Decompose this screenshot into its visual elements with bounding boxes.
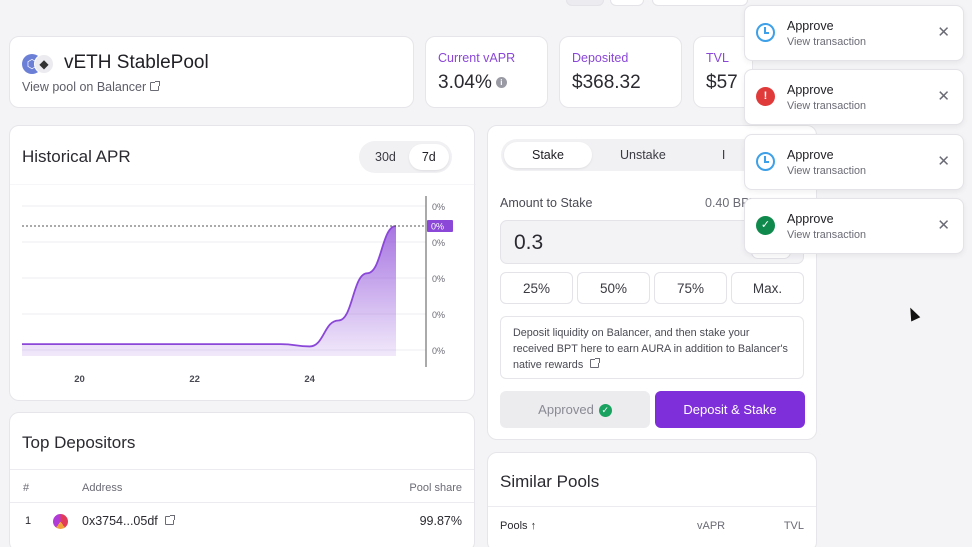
stake-info-text: Deposit liquidity on Balancer, and then …: [513, 327, 788, 371]
view-pool-link-label: View pool on Balancer: [22, 80, 147, 94]
apr-area: [22, 226, 396, 356]
approved-button: Approved ✓: [500, 391, 650, 428]
stat-value: $368.32: [572, 72, 641, 93]
check-icon: ✓: [598, 404, 612, 418]
toast-link[interactable]: View transaction: [787, 229, 867, 241]
toast-approve-pending[interactable]: Approve View transaction ✕: [744, 5, 964, 61]
toast-approve-success[interactable]: ✓ Approve View transaction ✕: [744, 198, 964, 254]
external-link-icon[interactable]: [590, 358, 601, 368]
percent-25-button[interactable]: 25%: [500, 272, 573, 304]
address-text: 0x3754...05df: [82, 514, 158, 528]
stat-label: TVL: [706, 51, 729, 65]
percent-75-button[interactable]: 75%: [654, 272, 727, 304]
toast-link[interactable]: View transaction: [787, 100, 867, 112]
info-icon[interactable]: i: [495, 77, 507, 89]
close-icon[interactable]: ✕: [937, 217, 950, 234]
tab-unstake[interactable]: Unstake: [619, 148, 666, 162]
similar-pools-card: Similar Pools Pools ↑ vAPR TVL: [487, 452, 817, 547]
divider: [10, 502, 474, 503]
y-tick-label: 0%: [432, 346, 445, 356]
deposit-stake-button[interactable]: Deposit & Stake: [655, 391, 805, 428]
y-tick-label: 0%: [432, 238, 445, 248]
close-icon[interactable]: ✕: [937, 24, 950, 41]
amount-label: Amount to Stake: [500, 196, 593, 210]
apr-line: [22, 225, 397, 348]
range-30d-button[interactable]: 30d: [375, 150, 396, 164]
pool-title: vETH StablePool: [64, 52, 209, 73]
toast-title: Approve: [787, 212, 834, 226]
col-vapr[interactable]: vAPR: [697, 520, 726, 532]
warning-icon: !: [756, 87, 775, 106]
stat-value: $57: [706, 72, 738, 93]
clock-icon: [756, 23, 775, 42]
toast-approve-pending-2[interactable]: Approve View transaction ✕: [744, 134, 964, 190]
depositors-title: Top Depositors: [22, 433, 136, 452]
range-selector: 30d 7d: [359, 141, 452, 173]
close-icon[interactable]: ✕: [937, 153, 950, 170]
y-tick-label: 0%: [432, 274, 445, 284]
percent-row: 25% 50% 75% Max.: [500, 272, 804, 304]
depositor-avatar: [53, 514, 68, 529]
veth-token-icon: ◆: [34, 54, 54, 74]
historical-apr-card: Historical APR 30d 7d 0% 0% 0% 0% 0% 0% 20 22 24: [9, 125, 476, 401]
amount-value: 0.3: [514, 231, 544, 254]
depositor-address[interactable]: 0x3754...05df: [82, 514, 175, 528]
x-tick-label: 22: [189, 374, 200, 385]
clock-icon: [756, 152, 775, 171]
row-rank: 1: [25, 515, 32, 527]
toast-link[interactable]: View transaction: [787, 165, 867, 177]
percent-50-button[interactable]: 50%: [577, 272, 650, 304]
toast-link[interactable]: View transaction: [787, 36, 867, 48]
pool-token-icons: ⬡ ◆: [22, 54, 56, 74]
mouse-cursor-icon: [905, 305, 921, 322]
col-rank: #: [23, 482, 30, 494]
close-icon[interactable]: ✕: [937, 88, 950, 105]
x-tick-label: 20: [74, 374, 85, 385]
top-nav-button-2[interactable]: [610, 0, 644, 6]
x-tick-label: 24: [304, 374, 315, 385]
check-circle-icon: ✓: [756, 216, 775, 235]
stat-current-vapr: Current vAPR 3.04% i: [425, 36, 548, 108]
top-nav-button-1[interactable]: [566, 0, 604, 6]
divider: [488, 506, 816, 507]
col-address: Address: [82, 482, 123, 494]
stat-deposited: Deposited $368.32: [559, 36, 682, 108]
max-button[interactable]: Max.: [731, 272, 804, 304]
divider: [10, 469, 474, 470]
stat-label: Deposited: [572, 51, 629, 65]
range-7d-button[interactable]: 7d: [408, 144, 449, 170]
tab-other[interactable]: I: [721, 148, 726, 162]
stake-info-box: Deposit liquidity on Balancer, and then …: [500, 316, 804, 379]
view-pool-link[interactable]: View pool on Balancer: [22, 80, 161, 94]
toast-title: Approve: [787, 148, 834, 162]
stat-label: Current vAPR: [438, 51, 516, 65]
apr-chart: 0% 0% 0% 0% 0% 0% 20 22 24: [10, 184, 476, 385]
external-link-icon: [164, 515, 175, 525]
y-tick-label: 0%: [432, 310, 445, 320]
external-link-icon: [150, 81, 161, 91]
stat-value: 3.04% i: [438, 72, 507, 94]
current-value-label: 0%: [431, 222, 444, 232]
apr-title: Historical APR: [22, 147, 131, 166]
tab-stake[interactable]: Stake: [504, 142, 592, 168]
depositor-share: 99.87%: [419, 514, 462, 528]
pool-header-card: ⬡ ◆ vETH StablePool View pool on Balance…: [9, 36, 414, 108]
approved-label: Approved: [538, 402, 594, 417]
toast-title: Approve: [787, 83, 834, 97]
col-tvl[interactable]: TVL: [783, 520, 804, 532]
toast-approve-error[interactable]: ! Approve View transaction ✕: [744, 69, 964, 125]
vapr-value: 3.04%: [438, 72, 492, 93]
top-depositors-card: Top Depositors # Address Pool share 1 0x…: [9, 412, 475, 547]
col-pool-share: Pool share: [409, 482, 462, 494]
col-pools-sort[interactable]: Pools ↑: [500, 520, 537, 532]
current-value-badge: [427, 220, 453, 232]
y-tick-label: 0%: [432, 202, 445, 212]
toast-title: Approve: [787, 19, 834, 33]
top-nav-button-3[interactable]: [652, 0, 748, 6]
similar-title: Similar Pools: [500, 472, 600, 491]
